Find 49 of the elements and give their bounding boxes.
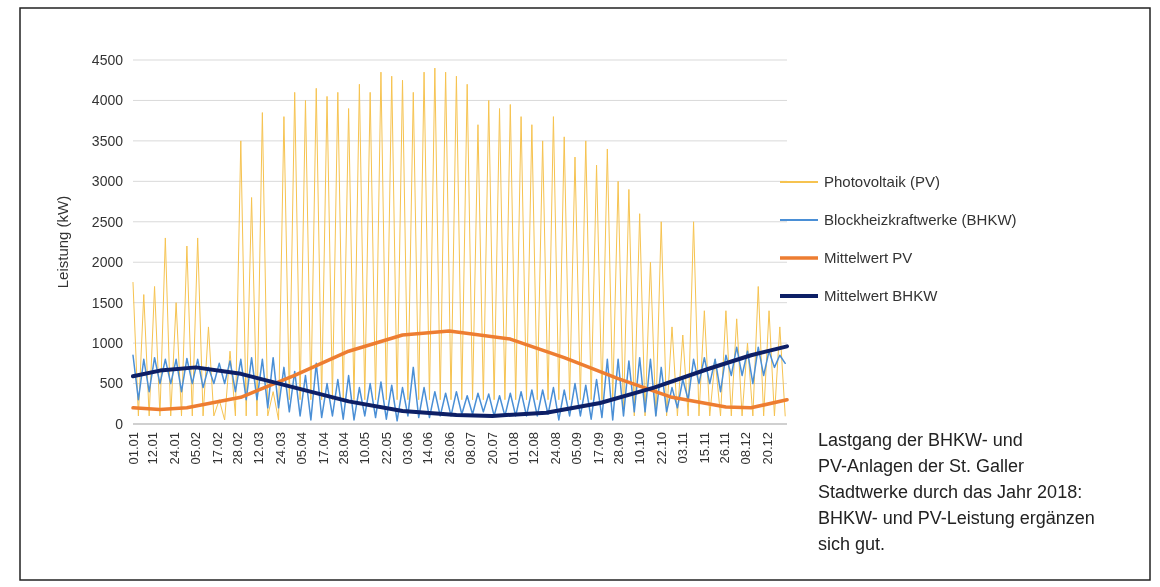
x-tick-label: 05.04 (294, 432, 310, 465)
y-tick-label: 3500 (91, 132, 124, 149)
y-tick-label: 500 (99, 375, 124, 392)
x-tick-label: 26.06 (441, 432, 457, 465)
x-tick-label: 28.09 (610, 432, 626, 465)
x-tick-label: 08.12 (738, 432, 754, 465)
y-axis-title: Leistung (kW) (54, 195, 71, 289)
y-tick-label: 2000 (91, 254, 124, 271)
x-tick-label: 17.02 (210, 432, 225, 465)
x-tick-label: 15.11 (696, 432, 712, 464)
x-tick-label: 22.10 (653, 432, 669, 465)
y-tick-label: 1500 (91, 294, 124, 311)
line-series (131, 329, 789, 412)
legend-label: Mittelwert PV (824, 249, 913, 267)
x-tick-label: 12.08 (526, 432, 542, 465)
x-tick-label: 28.02 (229, 432, 245, 465)
x-tick-label: 22.05 (378, 432, 394, 465)
x-tick-label: 14.06 (420, 432, 436, 465)
x-tick-label: 12.01 (145, 432, 161, 465)
x-tick-label: 10.10 (632, 432, 648, 465)
x-tick-label: 05.02 (188, 432, 204, 465)
x-tick-label: 10.05 (357, 432, 373, 465)
x-tick-label: 17.04 (316, 432, 331, 465)
x-tick-label: 26.11 (716, 432, 732, 464)
legend-label: Photovoltaik (PV) (824, 173, 940, 191)
y-tick-label: 4500 (91, 51, 124, 68)
x-tick-label: 12.03 (251, 432, 267, 465)
x-tick-label: 24.01 (166, 432, 182, 465)
x-tick-label: 08.07 (463, 432, 479, 465)
y-tick-label: 1000 (91, 335, 124, 352)
x-tick-label: 24.03 (272, 432, 288, 465)
y-tick-label: 3000 (91, 173, 124, 190)
y-tick-label: 4000 (91, 92, 124, 109)
legend-label: Blockheizkraftwerke (BHKW) (824, 211, 1017, 229)
x-tick-label: 03.11 (675, 432, 691, 464)
x-tick-label: 17.09 (590, 432, 606, 465)
x-tick-label: 01.08 (506, 432, 522, 465)
x-tick-label: 03.06 (400, 432, 416, 465)
y-tick-label: 0 (115, 415, 124, 432)
line-series (132, 67, 786, 421)
x-tick-label: 05.09 (569, 432, 585, 465)
x-tick-label: 24.08 (547, 432, 563, 465)
x-tick-label: 01.01 (125, 432, 141, 465)
legend-label: Mittelwert BHKW (824, 287, 939, 305)
x-tick-label: 20.07 (484, 432, 500, 465)
text: Lastgang der BHKW- und PV-Anlagen der St. Galler Stadtwerke durch das Jahr 2018: BHKW- und PV-Leistung ergänzen sich gut. (818, 430, 1095, 554)
y-tick-label: 2500 (91, 213, 124, 230)
x-tick-label: 20.12 (759, 432, 775, 465)
x-tick-label: 28.04 (335, 432, 351, 465)
